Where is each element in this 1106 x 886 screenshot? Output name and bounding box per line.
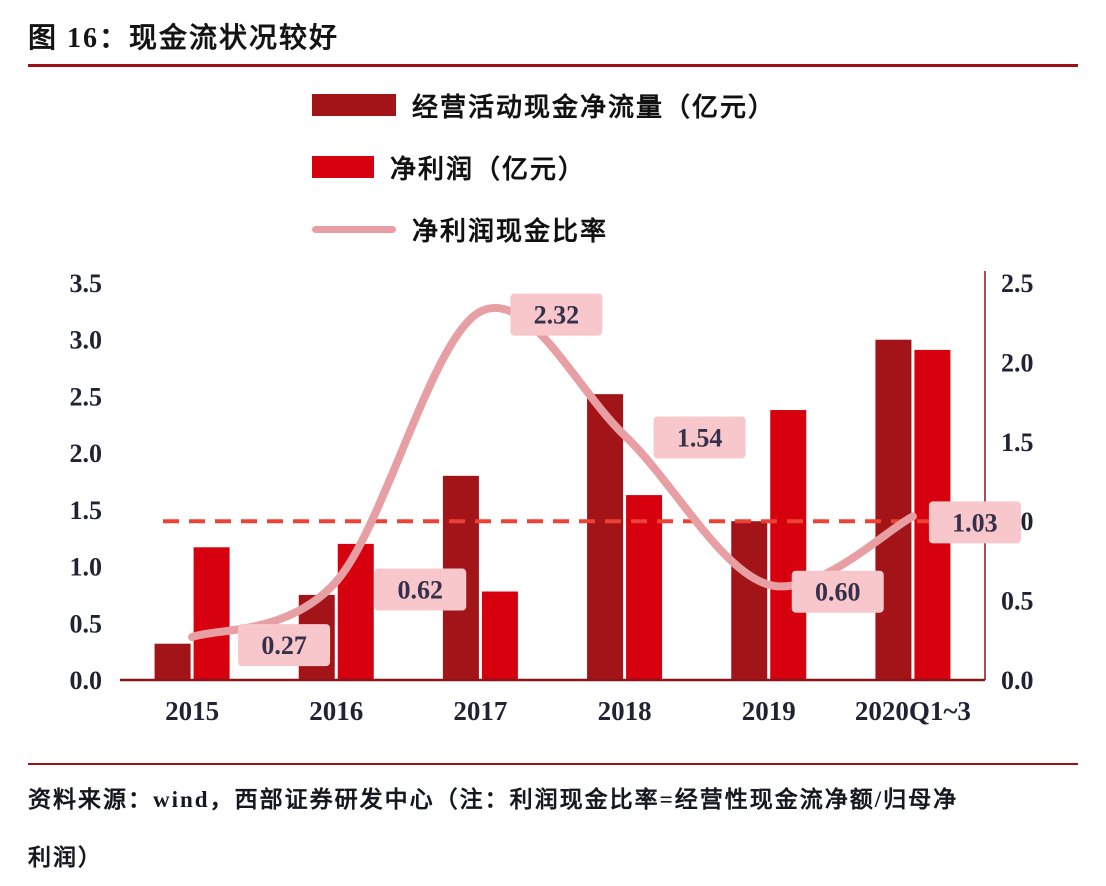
right-axis-tick: 2.5 [1001,269,1034,298]
title-divider [28,64,1078,67]
left-axis-tick: 1.5 [70,496,103,525]
figure-title: 图 16：现金流状况较好 [28,23,340,54]
source-note-line-2: 利润） [28,845,103,870]
left-axis-tick: 2.0 [70,439,103,468]
legend-swatch-net-profit [312,156,374,178]
bar-net-profit [337,543,374,680]
data-label: 2.32 [534,301,580,330]
right-axis-tick: 2.0 [1001,348,1034,377]
data-label: 1.54 [677,423,723,452]
right-axis-tick: 0.5 [1001,587,1034,616]
bar-operating-cashflow [875,339,912,680]
x-axis-label: 2019 [742,696,796,726]
left-axis-tick: 0.0 [70,666,103,695]
legend-label-cash-ratio: 净利润现金比率 [412,216,609,246]
data-label: 1.03 [952,508,998,537]
left-axis-tick: 3.0 [70,326,103,355]
legend-swatch-operating-cashflow [312,94,396,116]
x-axis-label: 2018 [598,696,652,726]
right-axis-tick: 1.5 [1001,428,1034,457]
data-label-box [510,293,603,336]
data-label-box [928,501,1021,544]
legend-item-cash-ratio: 净利润现金比率 [312,216,776,246]
data-label: 0.62 [398,576,444,605]
bar-net-profit [193,547,230,680]
left-axis-tick: 3.5 [70,269,103,298]
x-axis-label: 2015 [165,696,219,726]
bar-net-profit [626,495,663,680]
x-axis-label: 2016 [309,696,363,726]
legend-item-operating-cashflow: 经营活动现金净流量（亿元） [312,92,776,122]
data-label: 0.60 [815,578,861,607]
bar-net-profit [770,410,807,680]
left-axis-tick: 2.5 [70,382,103,411]
chart-legend: 经营活动现金净流量（亿元） 净利润（亿元） 净利润现金比率 [312,92,776,246]
source-note-line-1: 资料来源：wind，西部证券研发中心（注：利润现金比率=经营性现金流净额/归母净 [28,787,959,812]
legend-item-net-profit: 净利润（亿元） [312,154,776,184]
data-label: 0.27 [261,631,307,660]
left-axis-tick: 1.0 [70,553,103,582]
bar-operating-cashflow [587,394,624,680]
legend-label-net-profit: 净利润（亿元） [390,154,587,184]
x-axis-label: 2017 [453,696,507,726]
legend-swatch-cash-ratio [312,225,396,233]
right-axis-tick: 0.0 [1001,666,1034,695]
data-label-box [374,568,467,611]
data-label-box [653,416,746,459]
data-label-box [238,624,331,667]
x-axis-label: 2020Q1~3 [855,696,971,726]
bar-net-profit [481,591,518,680]
bar-operating-cashflow [154,643,191,680]
footer-divider [28,763,1078,765]
bar-operating-cashflow [731,521,768,680]
legend-label-operating-cashflow: 经营活动现金净流量（亿元） [412,92,777,122]
left-axis-tick: 0.5 [70,609,103,638]
data-label-box [791,570,884,613]
